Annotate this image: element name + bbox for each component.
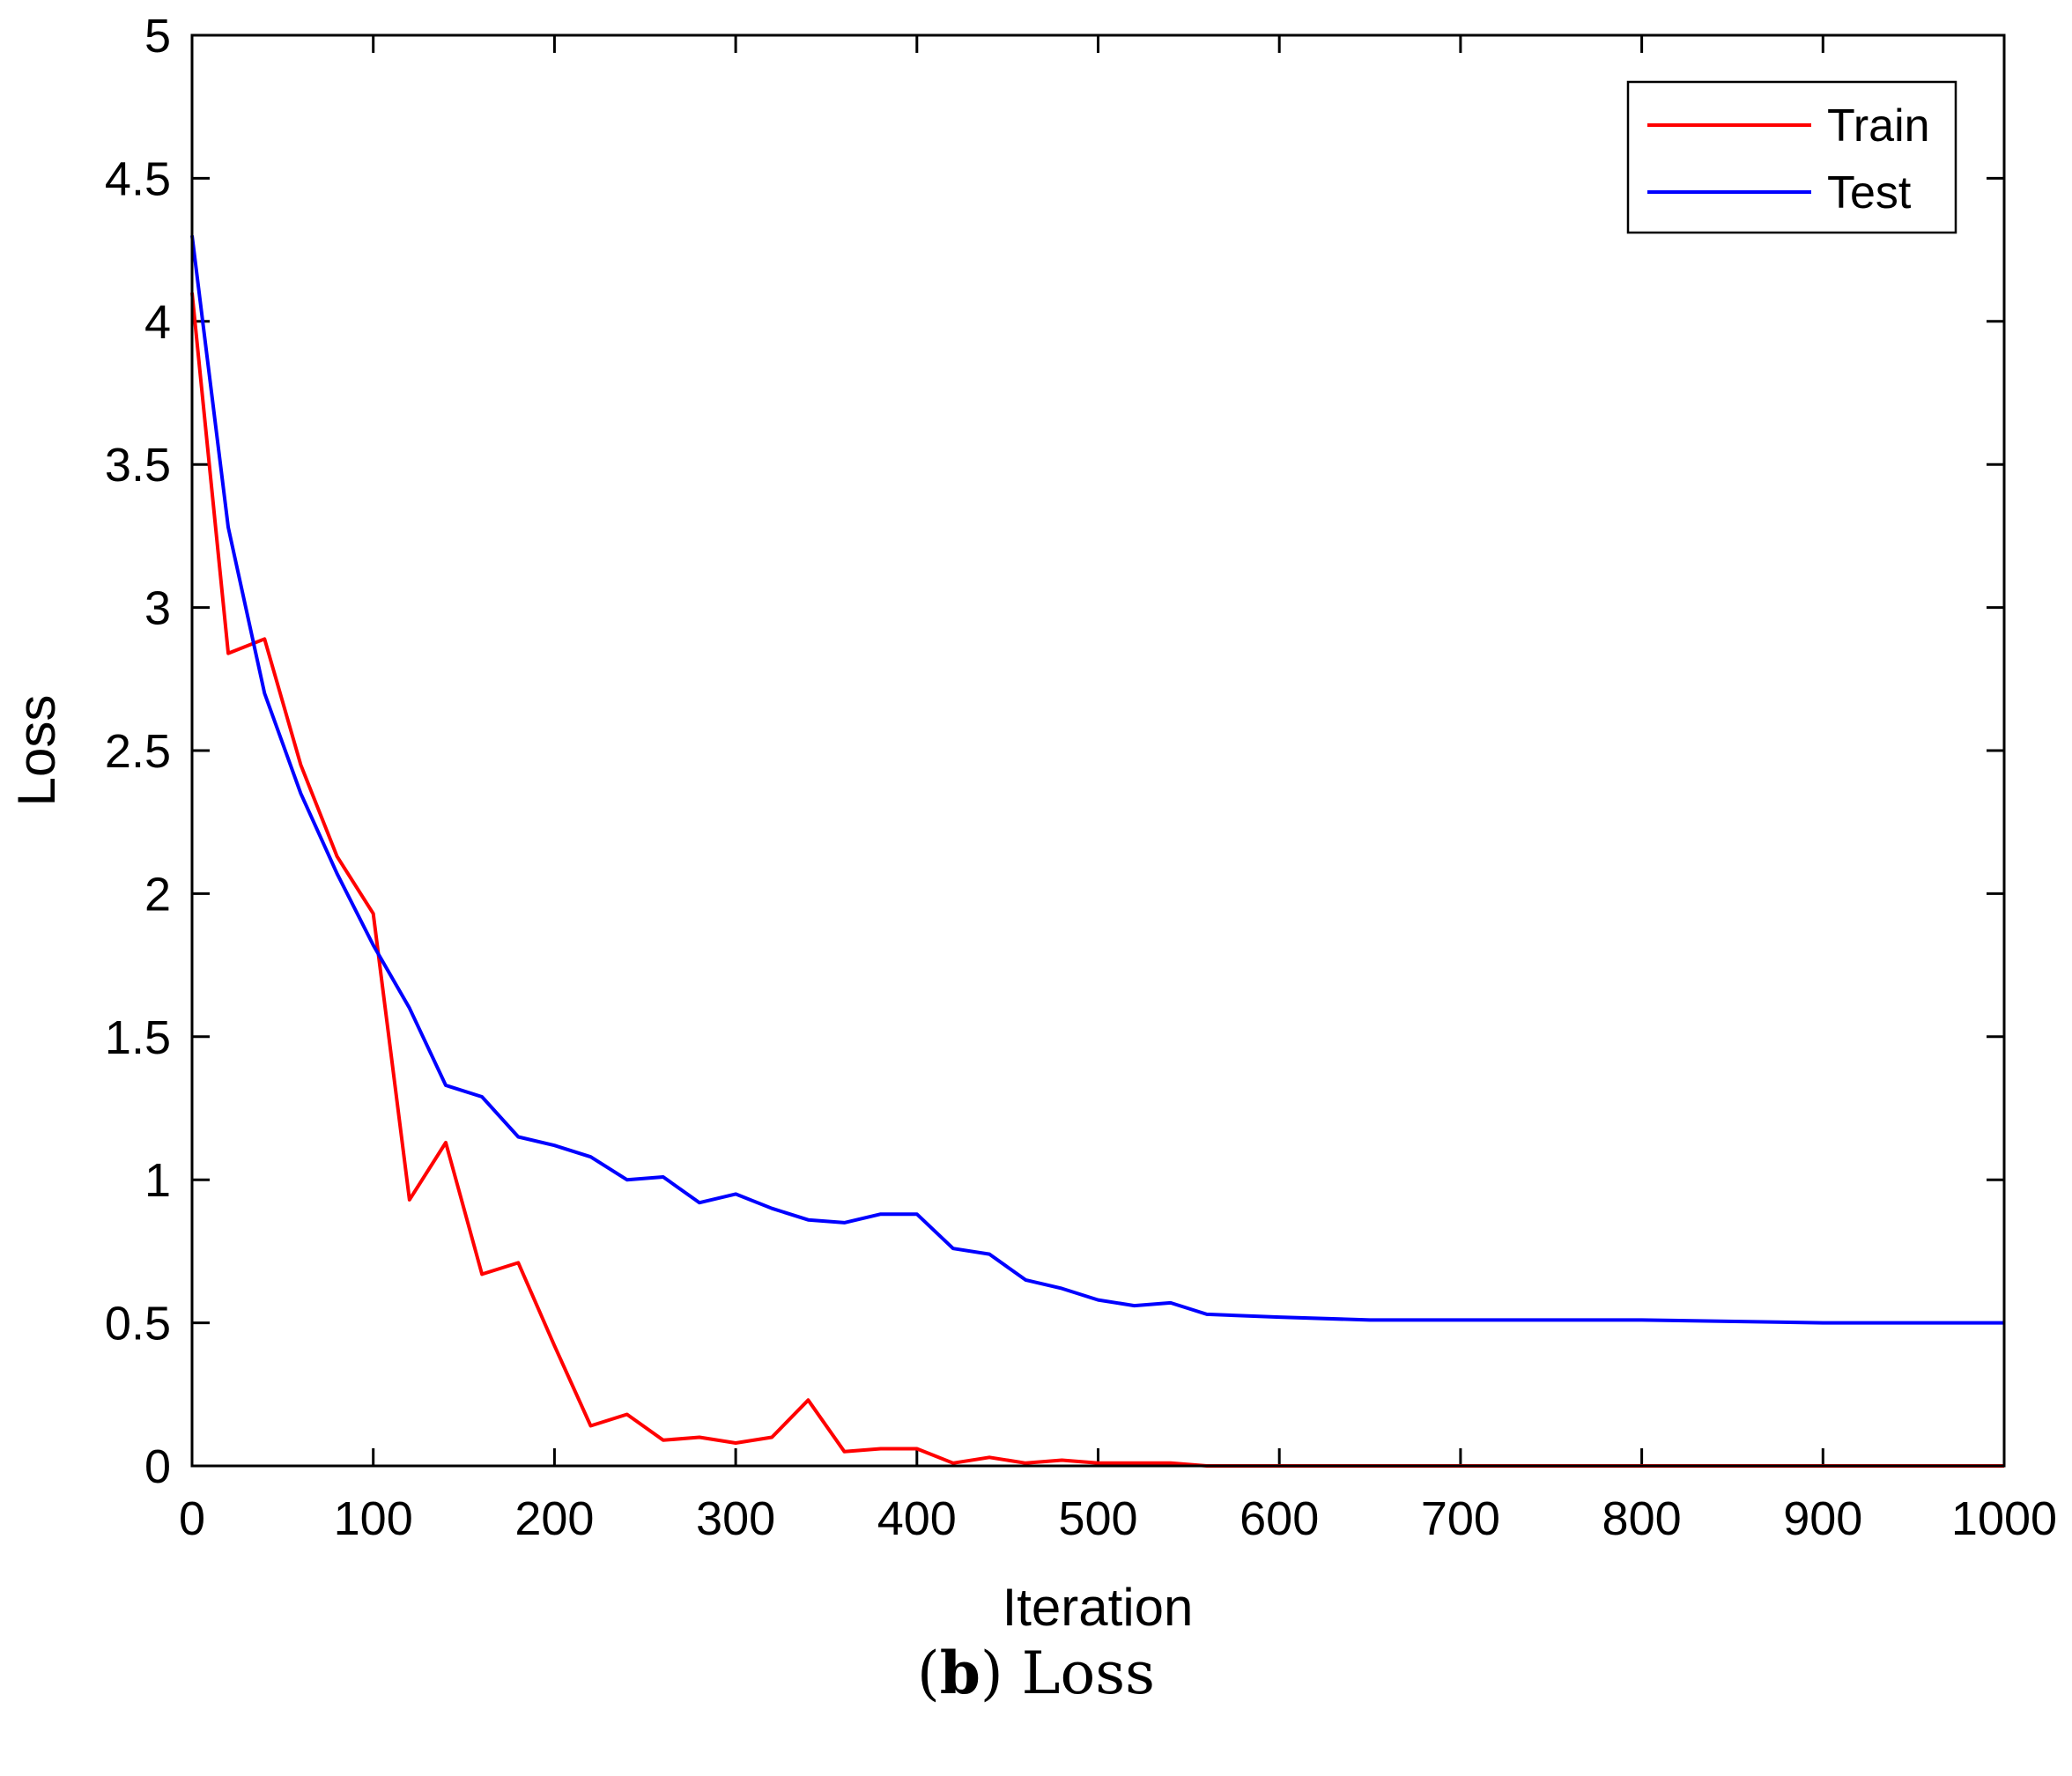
y-tick-label: 3.5 — [105, 439, 171, 492]
y-tick-labels: 0 0.5 1 1.5 2 2.5 3 3.5 4 4.5 5 — [105, 10, 171, 1493]
plot-area — [192, 35, 2004, 1466]
y-tick-label: 0 — [144, 1440, 171, 1493]
y-tick-label: 1 — [144, 1154, 171, 1207]
y-tick-label: 4.5 — [105, 152, 171, 205]
series-line-test — [190, 235, 2004, 1325]
x-tick-label: 700 — [1421, 1492, 1500, 1545]
y-tick-label: 2 — [144, 868, 171, 921]
x-tick-label: 400 — [877, 1492, 957, 1545]
x-tick-label: 800 — [1602, 1492, 1682, 1545]
figure-caption: (b) Loss — [0, 1639, 2072, 1707]
x-tick-label: 0 — [179, 1492, 205, 1545]
plot-frame — [190, 33, 2006, 1468]
caption-label-letter: b — [939, 1639, 980, 1707]
legend-label-test: Test — [1827, 167, 1912, 218]
x-axis-title: Iteration — [1003, 1578, 1194, 1637]
x-tick-label: 1000 — [1951, 1492, 2057, 1545]
x-tick-label: 900 — [1783, 1492, 1862, 1545]
y-tick-label: 0.5 — [105, 1298, 171, 1350]
y-tick-label: 3 — [144, 582, 171, 635]
x-tick-label: 200 — [514, 1492, 594, 1545]
x-tick-label: 100 — [334, 1492, 413, 1545]
legend-box — [1626, 80, 1957, 234]
caption-text: Loss — [1021, 1639, 1155, 1707]
y-tick-label: 1.5 — [105, 1011, 171, 1064]
legend-label-train: Train — [1827, 100, 1930, 152]
y-tick-label: 4 — [144, 296, 171, 349]
x-tick-label: 500 — [1058, 1492, 1137, 1545]
x-tick-label: 600 — [1240, 1492, 1319, 1545]
x-tick-labels: 0 100 200 300 400 500 600 700 800 900 1000 — [179, 1492, 2057, 1545]
x-tick-label: 300 — [696, 1492, 775, 1545]
legend: Train Test — [1626, 80, 1957, 234]
y-axis-title: Loss — [7, 695, 66, 807]
caption-label: (b) — [917, 1639, 1003, 1707]
y-tick-label: 2.5 — [105, 725, 171, 778]
y-tick-label: 5 — [144, 10, 171, 63]
